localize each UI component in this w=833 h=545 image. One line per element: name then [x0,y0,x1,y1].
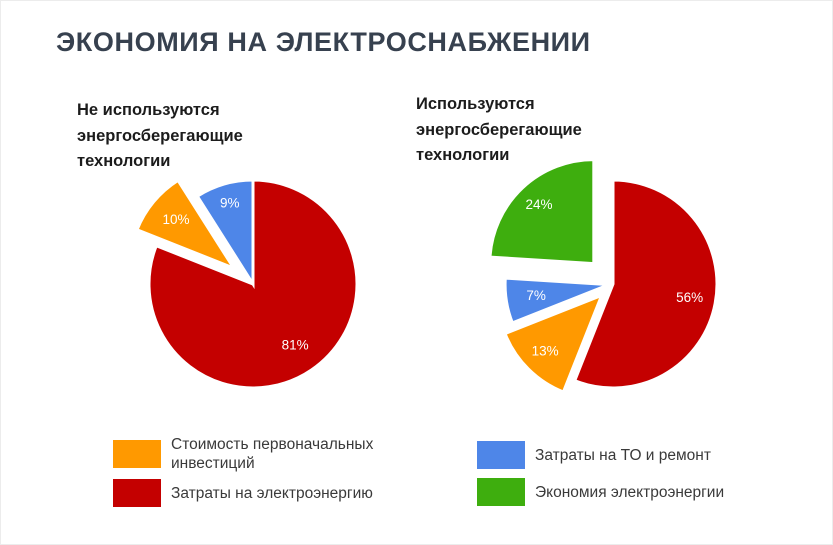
legend-label: Затраты на ТО и ремонт [535,446,711,464]
pie2-slice-blue [503,276,610,325]
pie1-slice-blue [195,178,255,290]
legend-item: Затраты на электроэнергию [113,479,386,507]
chart-title-right: Используются энергосберегающие технологи… [416,95,582,165]
pie1-label-blue: 9% [220,196,240,211]
legend-item: Стоимость первоначальных инвестиций [113,435,386,473]
pie2-label-green: 24% [525,197,552,212]
pie2-slice-green [488,158,596,266]
pie2-slice-orange [503,292,605,394]
legend-left: Стоимость первоначальных инвестиций Затр… [113,435,386,507]
pie2-slice-red [572,178,719,390]
legend-item: Экономия электроэнергии [477,478,724,506]
pie1-slice-orange [135,178,238,272]
pie2-label-orange: 13% [532,343,559,358]
legend-item: Затраты на ТО и ремонт [477,441,724,469]
pie1-label-red: 81% [282,337,309,352]
legend-label: Экономия электроэнергии [535,483,725,501]
legend-swatch-green [477,478,525,506]
pie2-label-red: 56% [676,290,703,305]
legend-swatch-orange [113,440,161,468]
legend-label: Стоимость первоначальных инвестиций [171,436,374,472]
legend-swatch-red [113,479,161,507]
pie1-label-orange: 10% [162,212,189,227]
legend-right: Затраты на ТО и ремонт Экономия электроэ… [477,441,724,506]
page-title: ЭКОНОМИЯ НА ЭЛЕКТРОСНАБЖЕНИИ [56,27,591,57]
legend-swatch-blue [477,441,525,469]
pie2-label-blue: 7% [526,288,546,303]
legend-label: Затраты на электроэнергию [171,484,373,502]
chart-title-left: Не используются энергосберегающие технол… [77,101,243,171]
